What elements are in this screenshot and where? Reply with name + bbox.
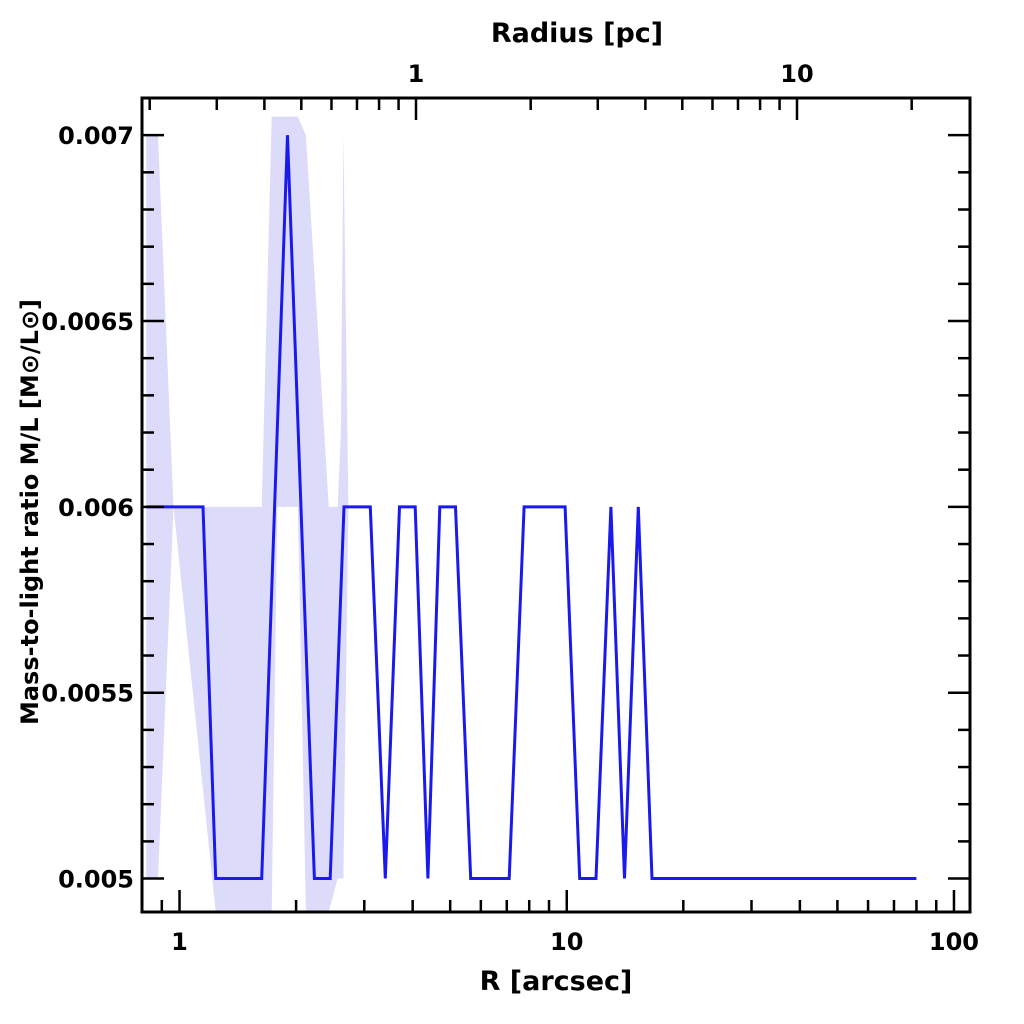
y-tick-label: 0.0055 <box>41 680 134 708</box>
y-tick-label: 0.005 <box>58 866 134 894</box>
uncertainty-band-area <box>146 116 349 912</box>
y-axis-label: Mass-to-light ratio M/L [M⊙/L⊙] <box>16 299 44 725</box>
uncertainty-band <box>146 116 349 912</box>
x-tick-label: 10 <box>550 928 583 956</box>
x-tick-label: 100 <box>929 928 979 956</box>
x-tick-label: 1 <box>171 928 188 956</box>
x-axis-label: R [arcsec] <box>480 966 633 997</box>
series-line-0 <box>146 135 917 880</box>
plot-border <box>140 96 972 914</box>
axis-labels: Radius [pc] R [arcsec] Mass-to-light rat… <box>16 18 663 997</box>
y-tick-label: 0.006 <box>58 494 134 522</box>
y-tick-label: 0.0065 <box>41 308 134 336</box>
series-line-layer <box>146 135 917 880</box>
plot-frame <box>140 96 972 914</box>
top-x-tick-label: 10 <box>780 60 813 88</box>
y-tick-label: 0.007 <box>58 122 134 150</box>
axis-ticks: 1 10 100 1 10 0.005 0.0055 0.006 0.0065 0.007 <box>41 60 979 956</box>
top-x-axis-label: Radius [pc] <box>491 18 663 49</box>
top-x-tick-label: 1 <box>408 60 425 88</box>
